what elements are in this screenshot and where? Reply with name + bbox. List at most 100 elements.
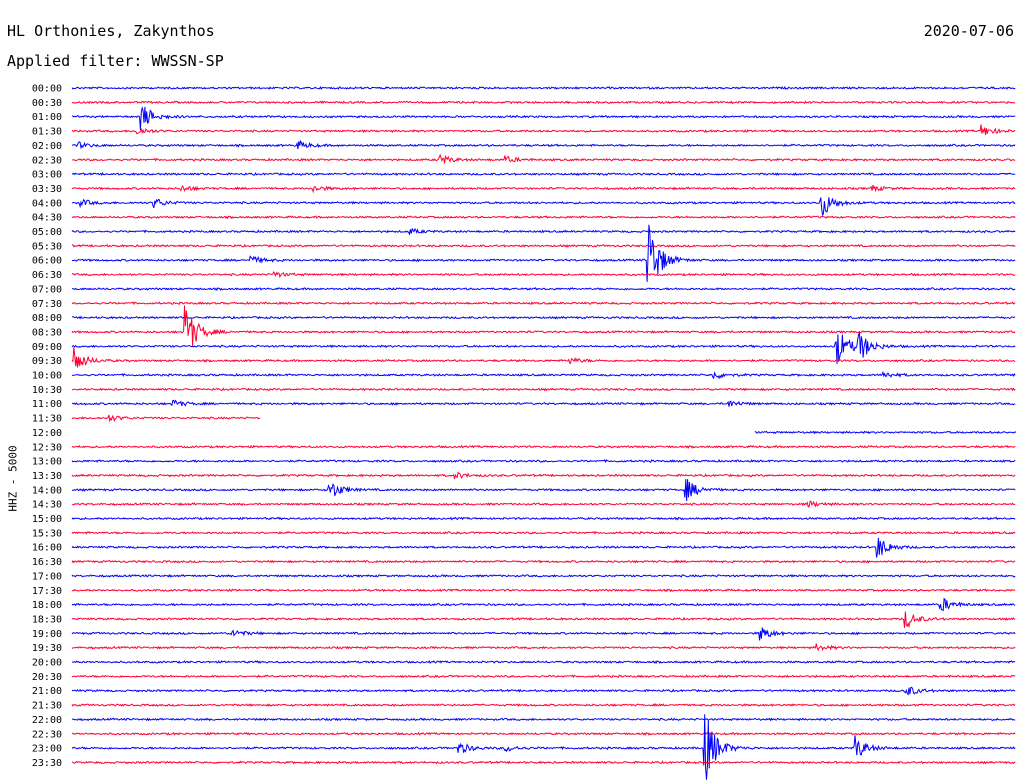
row-label-0500: 05:00 (32, 227, 62, 238)
trace-row-0030 (71, 100, 1016, 105)
trace-row-0830 (71, 305, 1016, 347)
trace-row-2300 (71, 714, 1016, 780)
trace-row-0400 (71, 197, 1016, 216)
row-label-0430: 04:30 (32, 213, 62, 224)
trace-row-2100 (71, 686, 1016, 696)
trace-row-2030 (71, 674, 1016, 679)
trace-row-0530 (71, 243, 1016, 248)
row-label-0530: 05:30 (32, 241, 62, 252)
trace-row-1930 (71, 643, 1016, 652)
row-label-1530: 15:30 (32, 528, 62, 539)
trace-row-1100 (72, 399, 1016, 407)
trace-row-1230 (71, 444, 1016, 449)
trace-row-0730 (71, 301, 1016, 306)
row-label-2230: 22:30 (32, 729, 62, 740)
row-label-0230: 02:30 (32, 155, 62, 166)
row-label-2030: 20:30 (32, 672, 62, 683)
date-label: 2020-07-06 (923, 22, 1014, 40)
trace-row-1530 (71, 530, 1016, 535)
trace-row-1330 (71, 471, 1016, 480)
trace-row-1800 (71, 597, 1016, 612)
trace-row-2000 (71, 659, 1016, 665)
row-label-1330: 13:30 (32, 471, 62, 482)
row-label-0300: 03:00 (32, 170, 62, 181)
row-label-0400: 04:00 (32, 198, 62, 209)
row-label-1600: 16:00 (32, 543, 62, 554)
trace-row-1130 (71, 414, 261, 423)
trace-row-1200 (754, 430, 1017, 435)
trace-row-1300 (71, 458, 1016, 464)
trace-row-1600 (71, 537, 1016, 558)
row-label-1700: 17:00 (32, 571, 62, 582)
row-label-2200: 22:00 (32, 715, 62, 726)
trace-row-0000 (71, 85, 1016, 91)
trace-row-0130 (71, 124, 1016, 136)
station-title: HL Orthonies, Zakynthos (7, 22, 215, 40)
row-label-0600: 06:00 (32, 256, 62, 267)
trace-row-1630 (71, 559, 1016, 564)
trace-row-1900 (71, 627, 1016, 641)
row-label-2300: 23:00 (32, 744, 62, 755)
row-label-1100: 11:00 (32, 399, 62, 410)
trace-row-1830 (71, 611, 1016, 629)
trace-row-0630 (71, 271, 1016, 279)
row-label-0900: 09:00 (32, 342, 62, 353)
trace-row-0800 (71, 315, 1016, 320)
trace-row-0330 (71, 184, 1016, 194)
row-label-0130: 01:30 (32, 127, 62, 138)
trace-row-1730 (71, 588, 1016, 593)
trace-row-0100 (72, 105, 1016, 130)
trace-row-1400 (71, 479, 1016, 502)
row-label-0200: 02:00 (32, 141, 62, 152)
row-label-0330: 03:30 (32, 184, 62, 195)
row-label-1430: 14:30 (32, 500, 62, 511)
row-label-2130: 21:30 (32, 701, 62, 712)
trace-row-2130 (71, 702, 1016, 708)
trace-row-0930 (71, 347, 1016, 368)
trace-row-0600 (71, 224, 1016, 282)
row-label-1030: 10:30 (32, 385, 62, 396)
trace-row-0700 (71, 286, 1016, 292)
row-label-0630: 06:30 (32, 270, 62, 281)
trace-row-1030 (71, 387, 1016, 392)
row-label-2000: 20:00 (32, 658, 62, 669)
row-label-1500: 15:00 (32, 514, 62, 525)
row-label-0830: 08:30 (32, 327, 62, 338)
row-label-2330: 23:30 (32, 758, 62, 769)
trace-row-2230 (71, 731, 1016, 736)
row-label-0800: 08:00 (32, 313, 62, 324)
row-label-2100: 21:00 (32, 686, 62, 697)
trace-row-1500 (71, 516, 1016, 521)
row-label-1130: 11:30 (32, 414, 62, 425)
trace-row-2200 (71, 717, 1016, 722)
trace-row-0200 (71, 139, 1016, 150)
trace-row-2330 (71, 760, 1016, 765)
row-label-1230: 12:30 (32, 442, 62, 453)
trace-row-1430 (71, 500, 1016, 508)
row-label-1900: 19:00 (32, 629, 62, 640)
row-label-0930: 09:30 (32, 356, 62, 367)
row-label-1630: 16:30 (32, 557, 62, 568)
row-label-1200: 12:00 (32, 428, 62, 439)
trace-row-1000 (71, 370, 1016, 380)
row-label-0030: 00:30 (32, 98, 62, 109)
trace-row-0300 (71, 172, 1016, 177)
row-label-0000: 00:00 (32, 84, 62, 95)
row-time-labels: 00:00 00:30 01:00 01:30 02:00 02:30 03:00 03:30… (32, 84, 62, 769)
seismic-traces (71, 85, 1017, 780)
trace-row-1700 (71, 573, 1016, 578)
row-label-1930: 19:30 (32, 643, 62, 654)
row-label-1730: 17:30 (32, 586, 62, 597)
trace-row-0430 (71, 215, 1016, 220)
row-label-1000: 10:00 (32, 371, 62, 382)
row-label-0100: 01:00 (32, 112, 62, 123)
filter-label: Applied filter: WWSSN-SP (7, 52, 224, 70)
row-label-1800: 18:00 (32, 600, 62, 611)
trace-row-0900 (71, 331, 1016, 364)
row-label-1400: 14:00 (32, 485, 62, 496)
row-label-0730: 07:30 (32, 299, 62, 310)
trace-row-0230 (71, 153, 1016, 164)
trace-row-0500 (71, 227, 1016, 236)
row-label-0700: 07:00 (32, 284, 62, 295)
